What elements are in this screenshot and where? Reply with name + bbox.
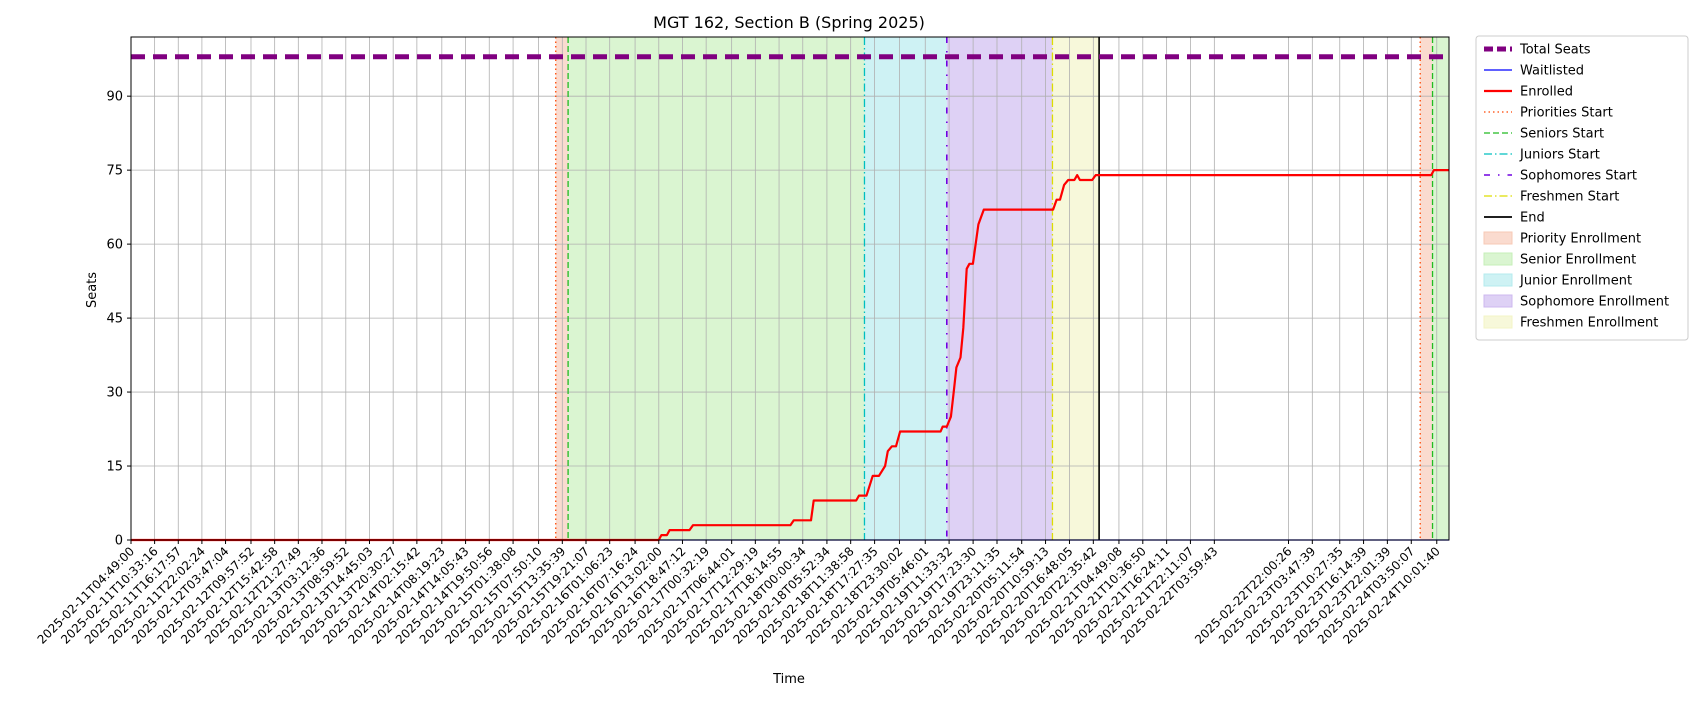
plot-frame (130, 36, 1450, 541)
legend-swatch-priority-enrollment (1483, 231, 1513, 245)
phase-marker-lines (555, 37, 1434, 540)
legend-label-sophomore-enrollment: Sophomore Enrollment (1520, 295, 1669, 310)
region-priority-enrollment (1420, 37, 1433, 540)
region-freshmen-enrollment (1052, 37, 1100, 540)
series-enrolled (131, 169, 1449, 542)
x-axis-ticks: 2025-02-11T04:49:002025-02-11T10:33:1620… (35, 540, 1443, 647)
legend-label-freshmen-start: Freshmen Start (1520, 190, 1619, 205)
legend-swatch-freshmen-enrollment (1483, 315, 1513, 329)
legend-label-waitlisted: Waitlisted (1520, 64, 1584, 79)
grid-lines (130, 37, 1449, 541)
legend-label-seniors-start: Seniors Start (1520, 127, 1604, 142)
legend-frame (1475, 35, 1689, 341)
y-tick-label: 45 (106, 312, 123, 327)
y-tick-label: 0 (115, 534, 123, 549)
region-senior-enrollment (1432, 37, 1449, 540)
x-axis-label: Time (772, 672, 805, 687)
legend-label-priorities-start: Priorities Start (1520, 106, 1613, 121)
chart-title: MGT 162, Section B (Spring 2025) (653, 13, 925, 32)
legend-swatch-sophomore-enrollment (1483, 294, 1513, 308)
legend-swatch-junior-enrollment (1483, 273, 1513, 287)
y-tick-label: 30 (106, 386, 123, 401)
region-sophomore-enrollment (946, 37, 1053, 540)
y-tick-label: 75 (106, 164, 123, 179)
legend-label-enrolled: Enrolled (1520, 85, 1573, 100)
legend-label-junior-enrollment: Junior Enrollment (1519, 274, 1632, 289)
region-junior-enrollment (864, 37, 947, 540)
legend-label-total-seats: Total Seats (1519, 43, 1591, 58)
legend-label-senior-enrollment: Senior Enrollment (1520, 253, 1636, 268)
legend-swatch-senior-enrollment (1483, 252, 1513, 266)
legend-label-end: End (1520, 211, 1545, 226)
y-tick-label: 60 (106, 238, 123, 253)
y-axis-ticks: 0 15 30 45 60 75 90 (106, 90, 131, 549)
chart-legend: Total Seats Waitlisted Enrolled Priorities … (1475, 35, 1689, 341)
region-senior-enrollment (568, 37, 865, 540)
enrollment-regions (555, 37, 1449, 540)
legend-label-sophomores-start: Sophomores Start (1520, 169, 1637, 184)
y-tick-label: 90 (106, 90, 123, 105)
legend-label-juniors-start: Juniors Start (1519, 148, 1600, 163)
y-axis-label: Seats (85, 272, 100, 308)
legend-label-priority-enrollment: Priority Enrollment (1520, 232, 1641, 247)
y-tick-label: 15 (106, 460, 123, 475)
legend-label-freshmen-enrollment: Freshmen Enrollment (1520, 316, 1658, 331)
